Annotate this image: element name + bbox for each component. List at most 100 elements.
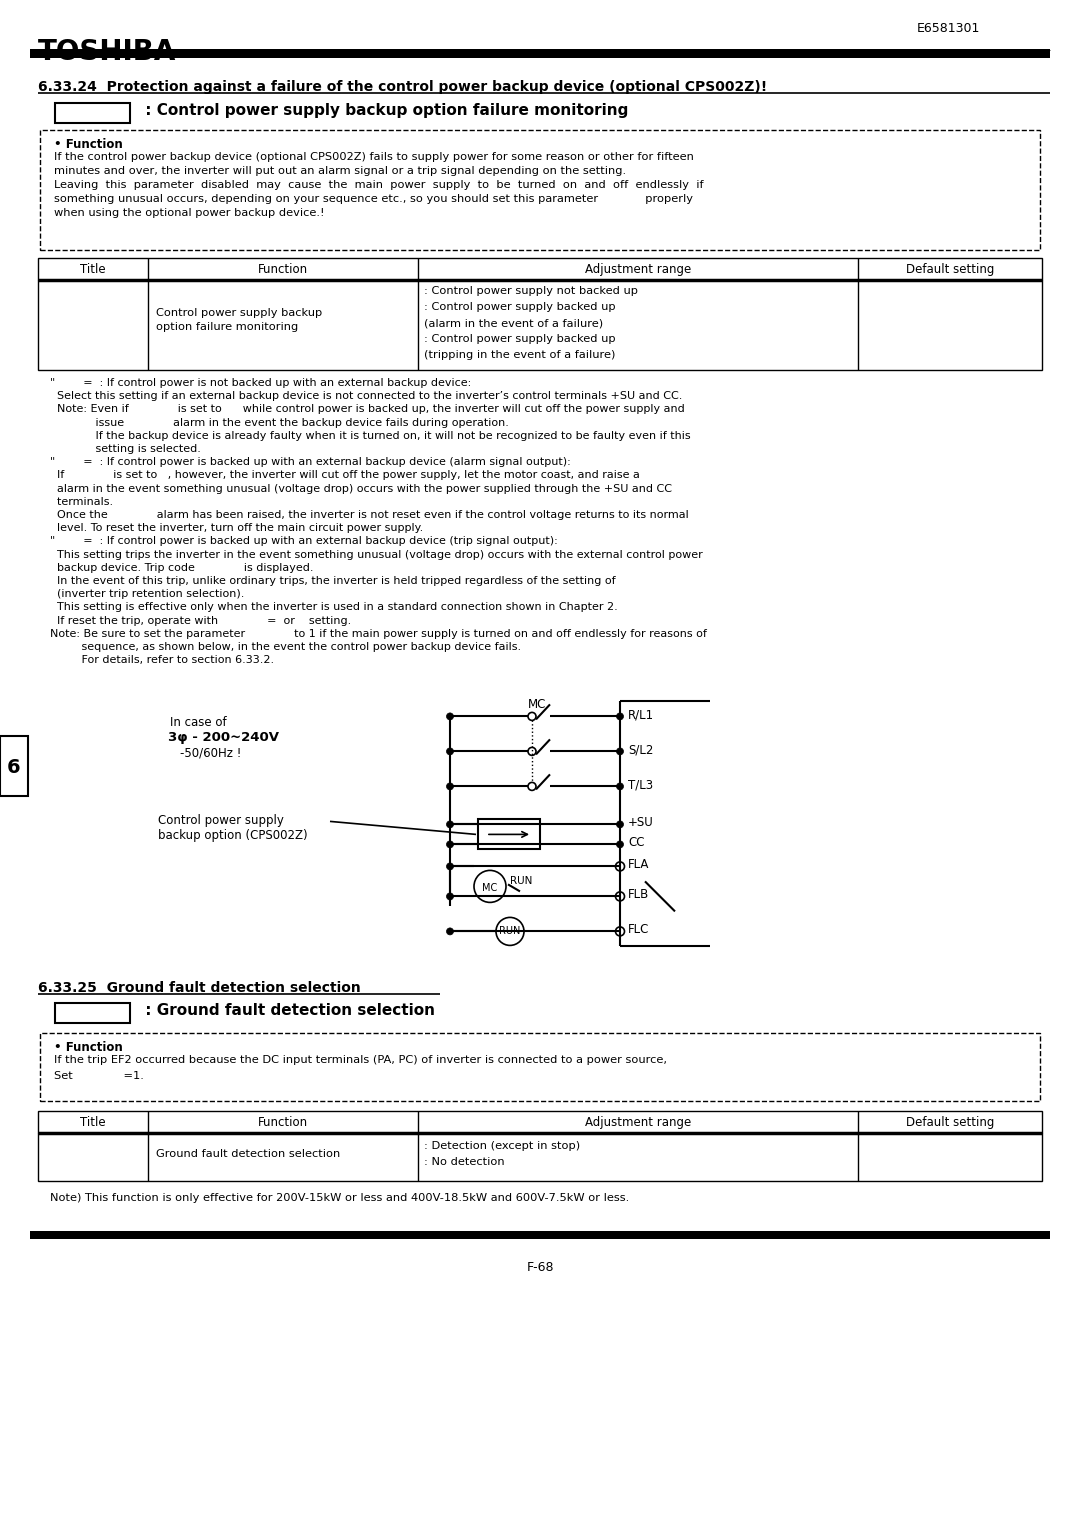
Bar: [30, 1232, 1050, 1239]
Bar: [38, 280, 1042, 371]
Text: • Function: • Function: [54, 138, 123, 152]
Text: This setting is effective only when the inverter is used in a standard connectio: This setting is effective only when the …: [50, 602, 618, 613]
Text: In case of: In case of: [170, 717, 227, 729]
Text: Default setting: Default setting: [906, 1117, 995, 1129]
Text: Title: Title: [80, 1117, 106, 1129]
Bar: [0, 737, 28, 797]
Text: Default setting: Default setting: [906, 264, 995, 276]
Bar: [40, 1034, 1040, 1102]
Text: RUN: RUN: [510, 876, 532, 887]
Text: : Ground fault detection selection: : Ground fault detection selection: [140, 1003, 435, 1019]
Bar: [55, 1003, 130, 1023]
Text: FLB: FLB: [627, 889, 649, 901]
Text: E6581301: E6581301: [917, 21, 980, 35]
Text: CC: CC: [627, 836, 645, 849]
Text: minutes and over, the inverter will put out an alarm signal or a trip signal dep: minutes and over, the inverter will put …: [54, 165, 626, 176]
Text: option failure monitoring: option failure monitoring: [156, 322, 298, 332]
Circle shape: [446, 783, 454, 791]
Text: 3φ - 200~240V: 3φ - 200~240V: [168, 731, 279, 745]
Text: Once the              alarm has been raised, the inverter is not reset even if t: Once the alarm has been raised, the inve…: [50, 510, 689, 519]
Text: If              is set to   , however, the inverter will cut off the power suppl: If is set to , however, the inverter wil…: [50, 470, 639, 481]
Text: Note: Be sure to set the parameter              to 1 if the main power supply is: Note: Be sure to set the parameter to 1 …: [50, 628, 707, 639]
Text: RUN: RUN: [499, 927, 521, 936]
Circle shape: [446, 928, 454, 935]
Text: MC: MC: [528, 699, 546, 711]
Text: : Control power supply backed up: : Control power supply backed up: [424, 334, 616, 345]
Bar: [55, 103, 130, 123]
Circle shape: [617, 841, 623, 847]
Text: sequence, as shown below, in the event the control power backup device fails.: sequence, as shown below, in the event t…: [50, 642, 522, 653]
Text: MC: MC: [483, 884, 498, 893]
Circle shape: [446, 893, 454, 899]
Text: • Function: • Function: [54, 1042, 123, 1054]
Text: For details, refer to section 6.33.2.: For details, refer to section 6.33.2.: [50, 656, 274, 665]
Text: R/L1: R/L1: [627, 708, 654, 722]
Bar: [38, 1111, 1042, 1134]
Text: T/L3: T/L3: [627, 778, 653, 792]
Text: : Control power supply backup option failure monitoring: : Control power supply backup option fai…: [140, 103, 629, 118]
Text: F-68: F-68: [526, 1261, 554, 1275]
Text: "        =  : If control power is backed up with an external backup device (alar: " = : If control power is backed up with…: [50, 457, 570, 467]
Circle shape: [446, 748, 454, 755]
Circle shape: [617, 712, 623, 720]
Circle shape: [617, 821, 623, 827]
Text: Note) This function is only effective for 200V-15kW or less and 400V-18.5kW and : Note) This function is only effective fo…: [50, 1193, 630, 1204]
Text: "        =  : If control power is not backed up with an external backup device:: " = : If control power is not backed up …: [50, 378, 471, 388]
Text: Ground fault detection selection: Ground fault detection selection: [156, 1149, 340, 1160]
Text: This setting trips the inverter in the event something unusual (voltage drop) oc: This setting trips the inverter in the e…: [50, 550, 703, 559]
Text: 6: 6: [8, 758, 21, 777]
Text: -50/60Hz !: -50/60Hz !: [180, 746, 241, 760]
Circle shape: [617, 748, 623, 755]
Text: alarm in the event something unusual (voltage drop) occurs with the power suppli: alarm in the event something unusual (vo…: [50, 484, 672, 493]
Text: FLA: FLA: [627, 858, 649, 872]
Text: backup device. Trip code              is displayed.: backup device. Trip code is displayed.: [50, 562, 313, 573]
Text: Function: Function: [258, 264, 308, 276]
Text: Control power supply: Control power supply: [158, 815, 284, 827]
Text: Title: Title: [80, 264, 106, 276]
Bar: [478, 820, 540, 849]
Text: terminals.: terminals.: [50, 496, 113, 507]
Text: (inverter trip retention selection).: (inverter trip retention selection).: [50, 590, 244, 599]
Circle shape: [446, 863, 454, 870]
Circle shape: [446, 841, 454, 847]
Circle shape: [617, 783, 623, 791]
Bar: [38, 257, 1042, 280]
Text: Function: Function: [258, 1117, 308, 1129]
Text: when using the optional power backup device.!: when using the optional power backup dev…: [54, 208, 325, 218]
Text: In the event of this trip, unlike ordinary trips, the inverter is held tripped r: In the event of this trip, unlike ordina…: [50, 576, 616, 587]
Bar: [38, 1134, 1042, 1181]
Text: issue              alarm in the event the backup device fails during operation.: issue alarm in the event the backup devi…: [50, 418, 509, 427]
Text: Leaving  this  parameter  disabled  may  cause  the  main  power  supply  to  be: Leaving this parameter disabled may caus…: [54, 179, 704, 190]
Text: (alarm in the event of a failure): (alarm in the event of a failure): [424, 319, 603, 328]
Text: : No detection: : No detection: [424, 1157, 504, 1167]
Text: TOSHIBA: TOSHIBA: [38, 38, 176, 66]
Text: Select this setting if an external backup device is not connected to the inverte: Select this setting if an external backu…: [50, 391, 683, 401]
Text: : Control power supply not backed up: : Control power supply not backed up: [424, 286, 638, 296]
Text: level. To reset the inverter, turn off the main circuit power supply.: level. To reset the inverter, turn off t…: [50, 524, 423, 533]
Text: 6.33.24  Protection against a failure of the control power backup device (option: 6.33.24 Protection against a failure of …: [38, 80, 767, 93]
Text: Note: Even if              is set to      while control power is backed up, the : Note: Even if is set to while control po…: [50, 404, 685, 414]
Text: If the backup device is already faulty when it is turned on, it will not be reco: If the backup device is already faulty w…: [50, 430, 690, 441]
Circle shape: [446, 712, 454, 720]
Text: Adjustment range: Adjustment range: [585, 264, 691, 276]
Text: If the trip EF2 occurred because the DC input terminals (PA, PC) of inverter is : If the trip EF2 occurred because the DC …: [54, 1056, 667, 1065]
Text: : Control power supply backed up: : Control power supply backed up: [424, 302, 616, 313]
Text: +SU: +SU: [627, 817, 653, 829]
Text: S/L2: S/L2: [627, 743, 653, 757]
Text: (tripping in the event of a failure): (tripping in the event of a failure): [424, 349, 616, 360]
Text: backup option (CPS002Z): backup option (CPS002Z): [158, 829, 308, 843]
Text: : Detection (except in stop): : Detection (except in stop): [424, 1141, 580, 1152]
Text: FLC: FLC: [627, 924, 649, 936]
Circle shape: [446, 821, 454, 827]
Text: If reset the trip, operate with              =  or    setting.: If reset the trip, operate with = or set…: [50, 616, 351, 625]
Text: setting is selected.: setting is selected.: [50, 444, 201, 453]
Text: If the control power backup device (optional CPS002Z) fails to supply power for : If the control power backup device (opti…: [54, 152, 693, 162]
Text: Adjustment range: Adjustment range: [585, 1117, 691, 1129]
Text: something unusual occurs, depending on your sequence etc., so you should set thi: something unusual occurs, depending on y…: [54, 195, 693, 204]
Text: "        =  : If control power is backed up with an external backup device (trip: " = : If control power is backed up with…: [50, 536, 557, 547]
Text: Set              =1.: Set =1.: [54, 1071, 144, 1082]
Text: 6.33.25  Ground fault detection selection: 6.33.25 Ground fault detection selection: [38, 982, 361, 996]
Bar: [30, 49, 1050, 58]
Text: Control power supply backup: Control power supply backup: [156, 308, 322, 319]
Bar: [40, 130, 1040, 250]
